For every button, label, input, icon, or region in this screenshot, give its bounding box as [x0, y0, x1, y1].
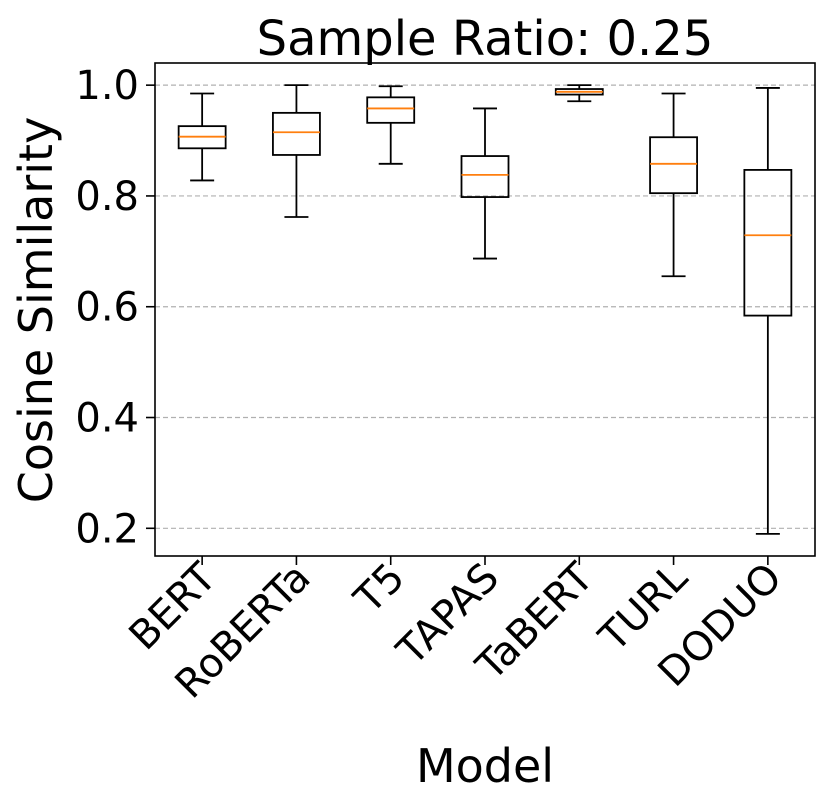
iqr-box [366, 96, 416, 124]
box-turl [649, 92, 698, 278]
iqr-box [272, 111, 321, 156]
y-tick-label: 0.4 [75, 396, 139, 442]
iqr-box [743, 169, 793, 317]
y-axis-label: Cosine Similarity [9, 117, 63, 504]
box-doduo [743, 87, 793, 535]
y-tick-label: 0.6 [75, 285, 139, 331]
y-tick-label: 0.8 [75, 174, 139, 220]
iqr-box [649, 136, 698, 195]
y-tick-label: 0.2 [75, 506, 139, 552]
x-tick-label-t5: T5 [345, 555, 414, 624]
box-tapas [460, 107, 510, 260]
y-tick-label: 1.0 [75, 63, 139, 109]
boxes [177, 84, 793, 535]
grid-lines [155, 84, 815, 529]
iqr-box [460, 155, 510, 198]
x-axis-label: Model [416, 739, 554, 793]
box-bert [177, 92, 227, 182]
chart-title: Sample Ratio: 0.25 [257, 11, 714, 67]
box-tabert [554, 84, 604, 103]
box-t5 [366, 85, 416, 165]
box-roberta [272, 84, 321, 218]
y-axis-ticks: 0.2 0.4 0.6 0.8 1.0 [75, 63, 155, 552]
